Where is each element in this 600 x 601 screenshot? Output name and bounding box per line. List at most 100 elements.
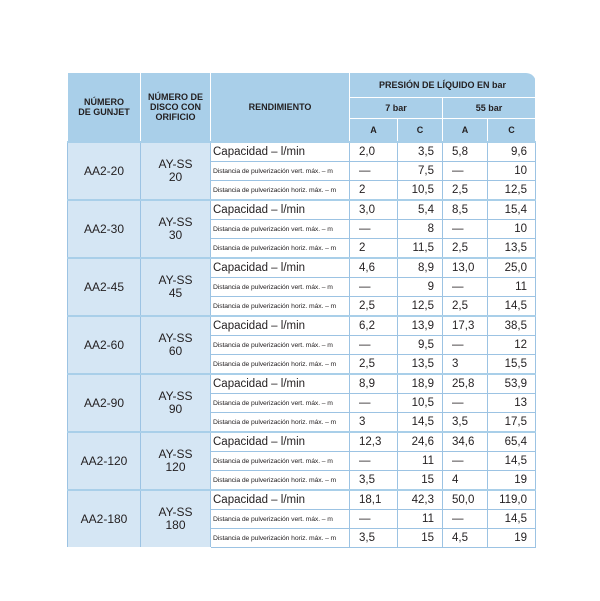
table-header: NÚMERO DE GUNJET NÚMERO DE DISCO CON ORIFIC… (67, 72, 537, 143)
value-cell: 10,5 (397, 180, 443, 201)
value-cell: 34,6 (442, 431, 488, 452)
table-row: Distancia de pulverización vert. máx. – … (68, 393, 537, 413)
value-cell: 2,5 (442, 180, 488, 201)
value-cell: 42,3 (397, 489, 443, 510)
table-row: AA2-120 AY-SS 120 Capacidad – l/min 12,3 24,6… (67, 431, 537, 491)
value-cell: 12,3 (349, 431, 398, 452)
value-cell: 3,0 (349, 199, 398, 220)
disc-cell: AY-SS 30 (140, 199, 211, 259)
table-row: AA2-180 AY-SS 180 Capacidad – l/min 18,1 42,3… (67, 489, 537, 548)
value-cell: — (442, 219, 488, 239)
gunjet-cell: AA2-90 (67, 373, 141, 433)
table-row: Distancia de pulverización vert. máx. – … (68, 277, 537, 297)
value-cell: 9,5 (397, 335, 443, 355)
text-line: 30 (168, 228, 183, 242)
table-row: AA2-20 AY-SS 20 Capacidad – l/min 2,0 3,5 5,8 9… (67, 141, 537, 201)
value-cell: 13 (486, 393, 537, 413)
value-cell: — (349, 277, 398, 297)
row-label: Capacidad – l/min (210, 257, 350, 278)
row-label: Distancia de pulverización horiz. máx. –… (210, 354, 350, 375)
value-cell: 17,3 (442, 315, 488, 336)
value-cell: 11 (486, 277, 537, 297)
text-line: AY-SS (158, 273, 193, 287)
value-cell: 14,5 (486, 296, 537, 317)
value-cell: 18,1 (349, 489, 398, 510)
value-cell: 13,0 (442, 257, 488, 278)
value-cell: 13,5 (486, 238, 537, 259)
value-cell: — (349, 393, 398, 413)
text-line: DE GUNJET (78, 107, 130, 117)
value-cell: — (349, 509, 398, 529)
value-cell: — (442, 161, 488, 181)
value-cell: 2,0 (349, 141, 398, 162)
gunjet-cell: AA2-180 (67, 489, 141, 548)
table-body: AA2-20 AY-SS 20 Capacidad – l/min 2,0 3,5 5,8 9… (67, 141, 537, 548)
header-pressure-1: 7 bar (349, 97, 443, 119)
header-sub: C (397, 118, 443, 143)
row-label: Distancia de pulverización horiz. máx. –… (210, 470, 350, 491)
row-label: Capacidad – l/min (210, 141, 350, 162)
value-cell: 4,5 (442, 528, 488, 548)
value-cell: 13,5 (397, 354, 443, 375)
row-label: Capacidad – l/min (210, 373, 350, 394)
text-line: DISCO CON (149, 102, 201, 112)
value-cell: — (442, 277, 488, 297)
value-cell: 14,5 (486, 451, 537, 471)
disc-cell: AY-SS 45 (140, 257, 211, 317)
value-cell: 19 (486, 470, 537, 491)
value-cell: 3,5 (442, 412, 488, 433)
value-cell: 2 (349, 238, 398, 259)
value-cell: — (349, 161, 398, 181)
text-line: 60 (168, 344, 183, 358)
disc-cell: AY-SS 120 (140, 431, 211, 491)
value-cell: 2 (349, 180, 398, 201)
value-cell: 12,5 (486, 180, 537, 201)
header-disc: NÚMERO DE DISCO CON ORIFICIO (140, 72, 211, 143)
text-line: ORIFICIO (155, 112, 196, 122)
value-cell: — (349, 335, 398, 355)
value-cell: 2,5 (442, 238, 488, 259)
row-label: Distancia de pulverización vert. máx. – … (210, 335, 350, 355)
disc-cell: AY-SS 90 (140, 373, 211, 433)
value-cell: 19 (486, 528, 537, 548)
value-cell: 3,5 (397, 141, 443, 162)
text-line: AY-SS (158, 331, 193, 345)
value-cell: 15,5 (486, 354, 537, 375)
value-cell: 15 (397, 528, 443, 548)
value-cell: 14,5 (397, 412, 443, 433)
row-label: Distancia de pulverización horiz. máx. –… (210, 180, 350, 201)
row-label: Distancia de pulverización vert. máx. – … (210, 393, 350, 413)
value-cell: 13,9 (397, 315, 443, 336)
row-label: Distancia de pulverización vert. máx. – … (210, 277, 350, 297)
spec-table-container: NÚMERO DE GUNJET NÚMERO DE DISCO CON ORIFIC… (67, 72, 537, 548)
header-pressure-2: 55 bar (441, 97, 537, 119)
value-cell: 8 (397, 219, 443, 239)
row-label: Distancia de pulverización vert. máx. – … (210, 509, 350, 529)
table-row: Distancia de pulverización vert. máx. – … (68, 161, 537, 181)
value-cell: — (442, 335, 488, 355)
value-cell: 11 (397, 451, 443, 471)
disc-cell: AY-SS 60 (140, 315, 211, 375)
row-label: Capacidad – l/min (210, 489, 350, 510)
value-cell: 4,6 (349, 257, 398, 278)
value-cell: 24,6 (397, 431, 443, 452)
row-label: Capacidad – l/min (210, 431, 350, 452)
header-performance: RENDIMIENTO (210, 72, 350, 143)
text-line: 90 (168, 402, 183, 416)
row-label: Capacidad – l/min (210, 199, 350, 220)
text-line: AY-SS (158, 505, 193, 519)
value-cell: 25,8 (442, 373, 488, 394)
value-cell: 3 (442, 354, 488, 375)
spec-table: NÚMERO DE GUNJET NÚMERO DE DISCO CON ORIFIC… (67, 72, 537, 548)
value-cell: — (442, 393, 488, 413)
value-cell: — (442, 509, 488, 529)
value-cell: 2,5 (349, 296, 398, 317)
gunjet-cell: AA2-120 (67, 431, 141, 491)
value-cell: 3,5 (349, 528, 398, 548)
table-row: AA2-30 AY-SS 30 Capacidad – l/min 3,0 5,4 8,5 1… (67, 199, 537, 259)
value-cell: 50,0 (442, 489, 488, 510)
disc-cell: AY-SS 20 (140, 141, 211, 201)
value-cell: — (442, 451, 488, 471)
